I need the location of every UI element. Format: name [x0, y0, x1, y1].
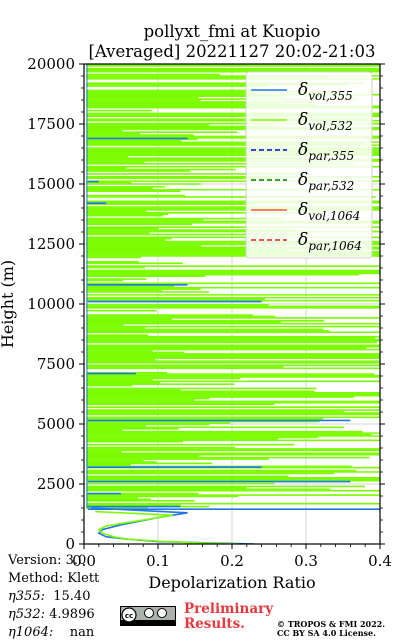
y-tick-label: 15000 [27, 175, 75, 193]
legend-label-subscript: par,355 [308, 149, 354, 163]
cc-license-icon: cc [120, 606, 176, 626]
eta532-label: η532: [8, 607, 45, 622]
legend-label: δvol,1064 [298, 200, 360, 223]
copyright-notice: © TROPOS & FMI 2022. CC BY SA 4.0 Licens… [277, 620, 385, 638]
eta355-row: η355: 15.40 [8, 588, 99, 606]
legend-label-subscript: vol,532 [308, 119, 353, 133]
y-tick-label: 7500 [37, 355, 75, 373]
axis-ticks: 0.0 0.1 0.2 0.3 0.4 0 2500 5000 7500 10000 12500 15… [27, 55, 392, 570]
legend-label: δpar,532 [298, 170, 354, 193]
y-tick-label: 12500 [27, 235, 75, 253]
version-text: Version: 3.0 [8, 553, 87, 568]
legend-label-symbol: δ [298, 80, 308, 100]
legend-box [245, 71, 373, 259]
legend-label: δvol,355 [298, 80, 353, 103]
chart-title: pollyxt_fmi at Kuopio [Averaged] 2022112… [0, 22, 400, 62]
legend-label-subscript: vol,1064 [308, 209, 360, 223]
eta1064-row: η1064: nan [8, 624, 99, 642]
x-tick-label: 0.2 [220, 552, 244, 570]
series-vol532-profile [95, 510, 240, 544]
x-tick-label: 0.4 [368, 552, 392, 570]
eta1064-label: η1064: [8, 625, 54, 640]
legend-label-subscript: par,1064 [308, 239, 362, 253]
eta532-value: 4.9896 [49, 607, 95, 622]
legend-label-symbol: δ [298, 230, 308, 250]
cc-badge-text: cc [125, 612, 133, 620]
x-tick-label: 0.3 [294, 552, 318, 570]
eta355-value: 15.40 [53, 589, 91, 604]
legend-label-symbol: δ [298, 140, 308, 160]
title-line-1: pollyxt_fmi at Kuopio [143, 22, 321, 41]
y-tick-label: 2500 [37, 475, 75, 493]
copyright-line-2: CC BY SA 4.0 License. [277, 628, 376, 638]
legend-label-subscript: par,532 [308, 179, 354, 193]
legend-label-symbol: δ [298, 110, 308, 130]
eta355-label: η355: [8, 589, 45, 604]
legend-label: δpar,355 [298, 140, 354, 163]
y-tick-label: 20000 [27, 55, 75, 73]
x-tick-label: 0.1 [146, 552, 170, 570]
y-tick-label: 0 [65, 535, 75, 553]
method-text: Method: Klett [8, 571, 100, 586]
eta532-row: η532: 4.9896 [8, 606, 99, 624]
y-tick-label: 5000 [37, 415, 75, 433]
y-tick-label: 17500 [27, 115, 75, 133]
preliminary-line-2: Results. [184, 616, 245, 632]
x-tick-label: 0.0 [72, 552, 96, 570]
y-tick-label: 10000 [27, 295, 75, 313]
series-profiles [91, 507, 255, 544]
legend-label: δvol,532 [298, 110, 353, 133]
preliminary-notice: Preliminary Results. [184, 602, 273, 632]
preliminary-line-1: Preliminary [184, 601, 274, 617]
copyright-line-1: © TROPOS & FMI 2022. [277, 619, 386, 629]
series-vol355-profile [91, 507, 255, 544]
eta1064-value: nan [69, 625, 95, 640]
legend-label: δpar,1064 [298, 230, 362, 253]
y-axis-label: Height (m) [0, 260, 17, 348]
legend-label-symbol: δ [298, 170, 308, 190]
legend: δvol,355δvol,532δpar,355δpar,532δvol,106… [245, 71, 373, 259]
title-line-2: [Averaged] 20221127 20:02-21:03 [88, 42, 376, 61]
legend-label-symbol: δ [298, 200, 308, 220]
retrieval-info: Version: 3.0 Method: Klett η355: 15.40 η… [8, 552, 99, 642]
legend-label-subscript: vol,355 [308, 89, 353, 103]
x-axis-label: Depolarization Ratio [148, 573, 315, 592]
series-vol355-spikes [86, 64, 380, 511]
